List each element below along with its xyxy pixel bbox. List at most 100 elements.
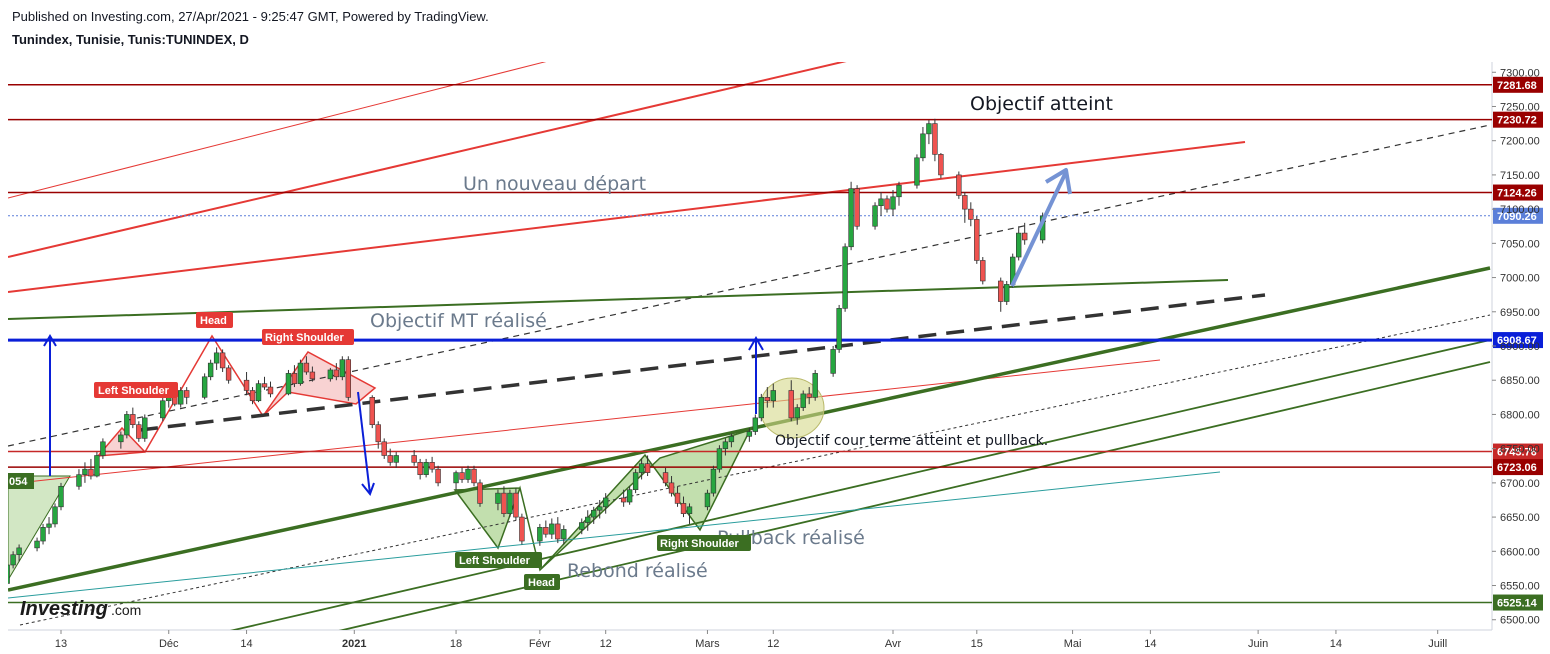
price-level-tag: 6723.06 (1493, 459, 1543, 476)
candle (124, 411, 130, 439)
candle (932, 118, 938, 162)
price-tick-label: 6900.00 (1500, 341, 1540, 353)
candle (184, 387, 190, 405)
price-tick-label: 7300.00 (1500, 67, 1540, 79)
price-tick-label: 7200.00 (1500, 136, 1540, 148)
candle (962, 192, 968, 223)
svg-text:Head: Head (528, 577, 555, 589)
candle (555, 517, 561, 544)
price-level-tag: 7281.68 (1493, 76, 1543, 93)
green-line-3 (229, 339, 1491, 630)
price-level-tag: 6745.76 (1493, 443, 1543, 460)
time-tick-label: 14 (240, 638, 252, 650)
candle (956, 171, 962, 199)
dashed-trend-thin (19, 314, 1491, 626)
price-tick-label: 6600.00 (1500, 546, 1540, 558)
time-tick-label: 12 (600, 638, 612, 650)
candle (118, 431, 124, 449)
candle (716, 445, 723, 473)
tag-left-shoulder-bottom: Left Shoulder (455, 552, 542, 568)
candle (1004, 280, 1010, 305)
price-level-tag: 7090.26 (1493, 207, 1543, 224)
published-info: Published on Investing.com, 27/Apr/2021 … (12, 9, 489, 24)
tag-head-top: Head (196, 312, 233, 328)
investing-logo: Investing .com (20, 598, 141, 620)
time-tick-label: Mars (695, 638, 720, 650)
time-tick-label: 13 (55, 638, 67, 650)
price-tick-label: 7100.00 (1500, 204, 1540, 216)
candle (46, 517, 52, 535)
candle (764, 387, 770, 408)
candle (423, 458, 429, 478)
tag-head-bottom: Head (524, 574, 560, 590)
left-green-fill (8, 475, 71, 581)
candle (668, 476, 675, 497)
candle (345, 356, 352, 401)
candle (842, 243, 848, 312)
price-tick-label: 7150.00 (1500, 170, 1540, 182)
candle (920, 127, 926, 162)
price-axis[interactable]: 6500.00 6550.00 6600.00 6650.00 6700.00 6750.… (1492, 67, 1540, 627)
candles-layer (8, 118, 1046, 584)
candle (758, 393, 765, 422)
candle (297, 359, 304, 386)
candle (142, 414, 148, 442)
candle (255, 380, 262, 403)
candle (938, 153, 944, 179)
candle (34, 537, 40, 552)
price-tick-label: 6950.00 (1500, 307, 1540, 319)
candle (58, 482, 64, 511)
candle (878, 192, 884, 216)
time-tick-label: 2021 (342, 638, 366, 650)
time-tick-label: Juill (1428, 638, 1447, 650)
svg-text:6908.67: 6908.67 (1497, 335, 1537, 347)
svg-text:7230.72: 7230.72 (1497, 115, 1537, 127)
candle (746, 428, 753, 442)
svg-text:6745.76: 6745.76 (1497, 447, 1537, 459)
candle (543, 520, 549, 538)
candle (459, 467, 465, 483)
price-tick-label: 6800.00 (1500, 409, 1540, 421)
candle (638, 458, 645, 480)
candle (722, 438, 729, 456)
price-tick-label: 6850.00 (1500, 375, 1540, 387)
candle (1021, 222, 1028, 245)
price-tick-label: 6550.00 (1500, 581, 1540, 593)
candle (674, 486, 681, 507)
price-tick-label: 7050.00 (1500, 238, 1540, 250)
candle (10, 551, 16, 569)
price-level-tag: 7124.26 (1493, 184, 1543, 201)
candle (884, 195, 890, 213)
time-tick-label: 18 (450, 638, 462, 650)
symbol-title: Tunindex, Tunisie, Tunis:TUNINDEX, D (12, 32, 249, 47)
candle (561, 525, 567, 545)
candle (752, 414, 759, 435)
candle (495, 489, 501, 511)
price-level-tag: 6525.14 (1493, 594, 1543, 611)
candle (710, 465, 717, 497)
candle (465, 465, 471, 483)
candle (519, 513, 525, 545)
candle (52, 503, 58, 528)
time-axis[interactable]: 13 Déc 14 2021 18 Févr 12 Mars 12 Avr 15 Mai 14 Juin 1… (55, 630, 1447, 650)
red-trend-main (8, 141, 1246, 293)
candle (453, 470, 459, 490)
candle (788, 380, 794, 422)
candle (998, 277, 1004, 312)
blue-arrow-down-head (361, 482, 375, 497)
candle (303, 356, 310, 375)
candle (130, 407, 136, 429)
blue-arrow-down (357, 391, 371, 495)
candle (644, 455, 651, 477)
blue-arrow-left-head (43, 334, 57, 347)
arrows-layer (43, 168, 1072, 497)
red-channel-upper (8, 62, 847, 258)
candle (369, 395, 375, 429)
candle (662, 467, 669, 487)
price-level-tag: 6908.67 (1493, 332, 1543, 349)
candle (225, 365, 232, 384)
candle (597, 499, 603, 519)
dashed-trend-thick (139, 293, 1266, 432)
candle (1016, 226, 1022, 261)
